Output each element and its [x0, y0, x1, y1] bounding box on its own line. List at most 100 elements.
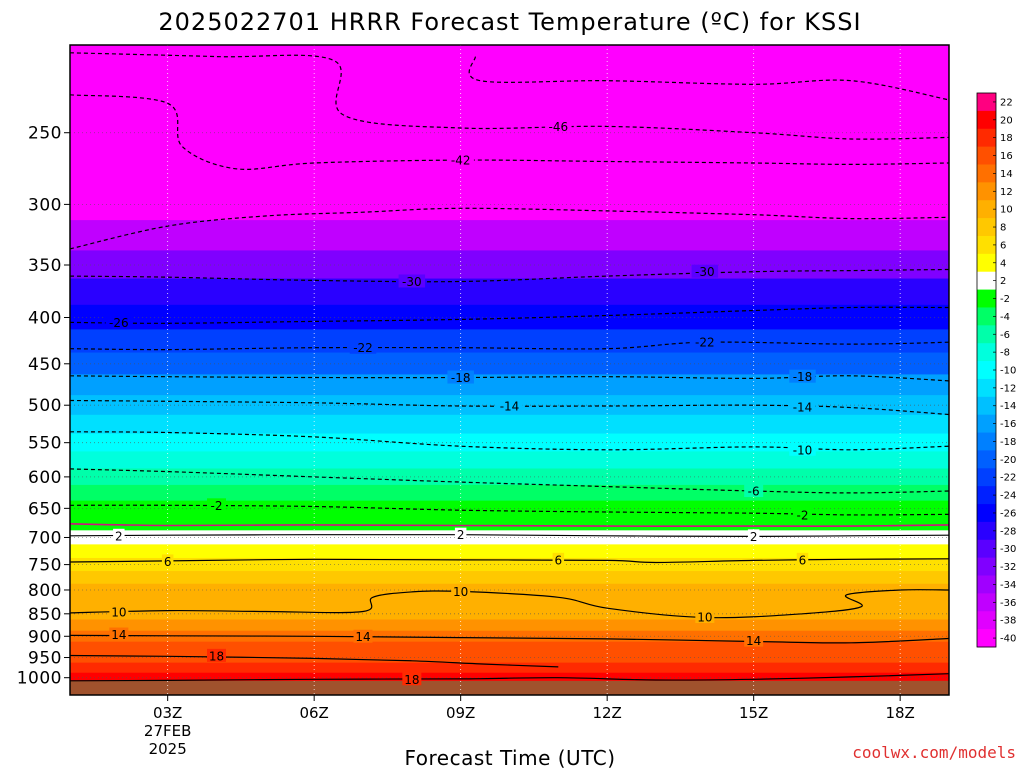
- temp-band: [70, 652, 949, 664]
- temp-band: [70, 329, 949, 354]
- colorbar-label: -40: [1000, 634, 1016, 645]
- temp-band: [70, 220, 949, 251]
- temp-band: [70, 571, 949, 585]
- colorbar-swatch: [977, 253, 996, 273]
- contour-label-bg: [447, 153, 474, 167]
- colorbar-swatch: [977, 128, 996, 148]
- contour-label: -2: [211, 499, 223, 513]
- y-tick-label: 1000: [17, 669, 62, 689]
- contour-label: 6: [799, 553, 807, 567]
- contour-line: [70, 504, 949, 516]
- contour-label: 2: [115, 529, 123, 543]
- colorbar-label: -6: [1000, 330, 1010, 341]
- contour-line: [70, 375, 949, 382]
- temp-band: [70, 468, 949, 486]
- contour-lines: [70, 52, 949, 682]
- contour-label-bg: [454, 527, 467, 541]
- contour-label-bg: [695, 610, 715, 624]
- contour-label-bg: [552, 552, 565, 566]
- contour-line: [70, 533, 949, 538]
- temp-band: [70, 630, 949, 643]
- contour-line: [70, 207, 949, 250]
- colorbar-swatch: [977, 218, 996, 237]
- colorbar-swatch: [977, 593, 996, 612]
- contour-label: -10: [793, 443, 813, 457]
- temperature-fill: [70, 45, 949, 695]
- contour-line: [70, 341, 949, 351]
- contour-label: -42: [451, 154, 471, 168]
- temp-band: [70, 518, 949, 531]
- contour-label-bg: [161, 554, 174, 568]
- contour-label: 6: [555, 553, 563, 567]
- colorbar-swatch: [977, 164, 996, 183]
- contour-label-bg: [691, 264, 719, 278]
- temp-band: [70, 45, 949, 90]
- temp-band: [70, 250, 949, 280]
- temp-band: [70, 414, 949, 435]
- contour-line: [70, 399, 949, 416]
- contour-line: [468, 56, 949, 101]
- colorbar-swatch: [977, 93, 996, 112]
- temp-band: [70, 596, 949, 609]
- contour-line: [70, 431, 949, 451]
- colorbar-label: -20: [1000, 455, 1016, 466]
- colorbar-label: 8: [1000, 223, 1006, 234]
- temp-band: [70, 530, 949, 545]
- contour-label: -6: [748, 485, 760, 499]
- colorbar-swatch: [977, 200, 996, 219]
- colorbar-swatch: [977, 361, 996, 380]
- colorbar-label: 4: [1000, 258, 1006, 269]
- credit-text: coolwx.com/models: [852, 743, 1016, 762]
- temp-band: [70, 484, 949, 502]
- colorbar-swatch: [977, 343, 996, 362]
- plot-frame: [69, 44, 950, 696]
- temp-band: [70, 374, 949, 396]
- temp-band: [70, 544, 949, 559]
- temp-band: [70, 641, 949, 653]
- colorbar-label: -30: [1000, 544, 1016, 555]
- contour-label-bg: [496, 398, 523, 412]
- colorbar-swatch: [977, 450, 996, 469]
- contour-label: -14: [500, 399, 520, 413]
- x-tick-year: 2025: [149, 740, 187, 758]
- x-tick-date: 27FEB: [144, 722, 191, 740]
- temp-band: [70, 583, 949, 597]
- colorbar-swatch: [977, 611, 996, 630]
- contour-label-bg: [451, 584, 471, 598]
- contour-label: 14: [355, 630, 370, 644]
- ground-band: [70, 680, 949, 695]
- y-tick-label: 900: [28, 627, 62, 647]
- colorbar-label: 12: [1000, 187, 1013, 198]
- contour-label-bg: [353, 629, 373, 643]
- contour-line: [70, 306, 949, 324]
- contour-label-bg: [793, 507, 812, 521]
- colorbar-swatch: [977, 146, 996, 165]
- colorbar-label: -16: [1000, 419, 1016, 430]
- contour-label-bg: [447, 370, 474, 384]
- contour-label-bg: [789, 399, 816, 413]
- colorbar-label: 14: [1000, 169, 1013, 180]
- contour-line: [70, 268, 949, 283]
- y-tick-label: 950: [28, 649, 62, 669]
- colorbar-label: 16: [1000, 151, 1013, 162]
- contour-label: -22: [353, 341, 373, 355]
- colorbar-swatch: [977, 504, 996, 523]
- temp-band: [70, 433, 949, 452]
- colorbar-label: -12: [1000, 383, 1016, 394]
- contour-line: [70, 558, 949, 564]
- contour-label: 18: [209, 649, 224, 663]
- colorbar-swatch: [977, 629, 996, 648]
- contour-label-bg: [747, 529, 760, 543]
- contour-line: [70, 673, 949, 682]
- colorbar-label: 18: [1000, 133, 1013, 144]
- contour-label: -30: [402, 275, 422, 289]
- chart-title: 2025022701 HRRR Forecast Temperature (ºC…: [158, 8, 861, 36]
- colorbar-label: -38: [1000, 616, 1016, 627]
- colorbar-swatch: [977, 557, 996, 576]
- temp-band: [70, 662, 949, 674]
- colorbar-label: -22: [1000, 473, 1016, 484]
- y-tick-label: 450: [28, 355, 62, 375]
- y-tick-label: 500: [28, 396, 62, 416]
- colorbar-swatch: [977, 486, 996, 505]
